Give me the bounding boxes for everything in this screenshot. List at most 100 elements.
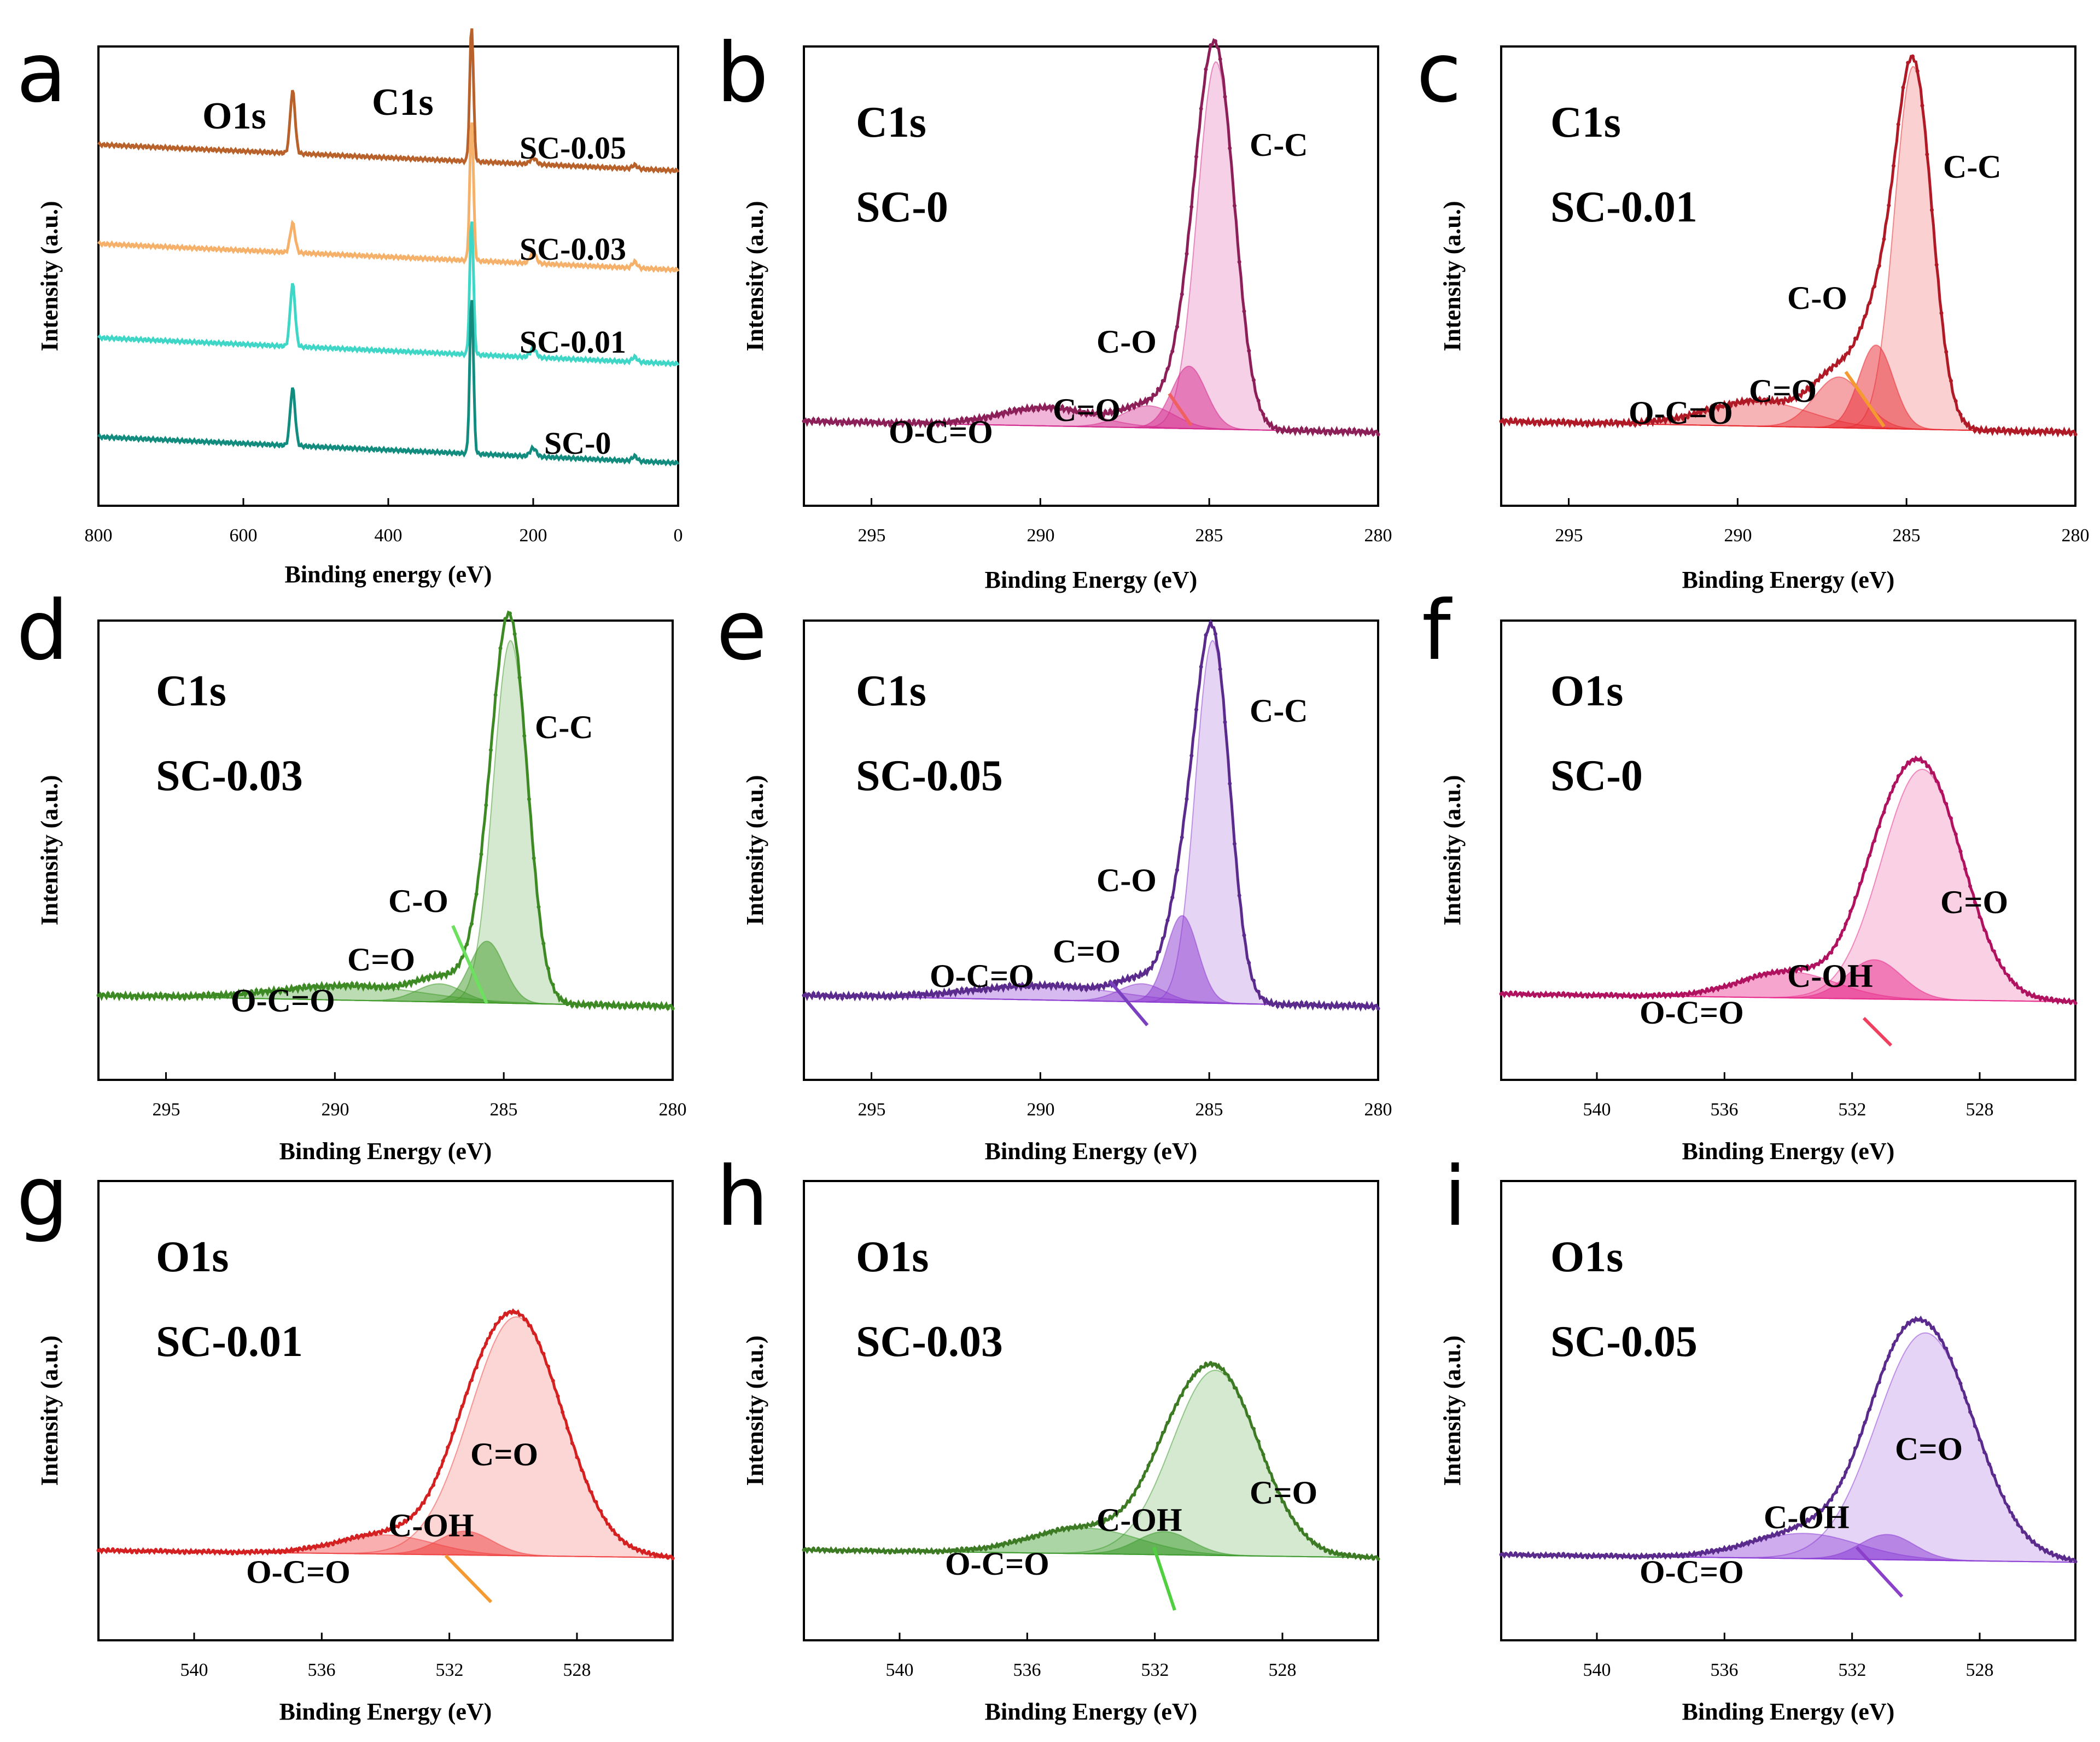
x-tick-label: 0 xyxy=(674,525,683,546)
data-point xyxy=(1127,1499,1131,1504)
data-point xyxy=(1094,412,1098,416)
data-point xyxy=(269,990,273,993)
data-point xyxy=(1753,396,1757,401)
data-point xyxy=(149,993,153,997)
data-point xyxy=(556,992,560,997)
data-point xyxy=(888,996,892,1000)
data-point xyxy=(1007,408,1012,412)
data-point xyxy=(897,1550,902,1553)
data-point xyxy=(1242,1404,1246,1408)
data-point xyxy=(407,980,412,984)
x-axis-title: Binding Energy (eV) xyxy=(1682,566,1895,593)
data-point xyxy=(1376,1007,1380,1010)
data-point xyxy=(211,991,215,996)
data-point xyxy=(1209,43,1213,47)
data-point xyxy=(1367,1005,1370,1009)
data-point xyxy=(135,1550,139,1554)
data-point xyxy=(955,1547,959,1551)
data-point xyxy=(1643,1554,1647,1559)
data-point xyxy=(2059,998,2063,1003)
x-axis-title: Binding energy (eV) xyxy=(285,561,492,588)
data-point xyxy=(211,1548,215,1553)
data-point xyxy=(1958,1381,1963,1386)
data-point xyxy=(998,1542,1002,1547)
data-point xyxy=(489,748,493,752)
x-axis-title: Binding Energy (eV) xyxy=(985,566,1198,593)
x-tick-label: 536 xyxy=(1711,1100,1739,1120)
data-point xyxy=(1127,978,1131,982)
peak-label: C=O xyxy=(1250,1475,1317,1511)
data-point xyxy=(1309,428,1313,432)
data-point xyxy=(1939,790,1944,793)
data-point xyxy=(312,1544,316,1548)
data-point xyxy=(1705,987,1709,991)
data-point xyxy=(1209,621,1213,624)
data-point xyxy=(517,1313,522,1317)
data-point xyxy=(1156,387,1160,391)
data-point xyxy=(1509,990,1513,995)
data-point xyxy=(273,1550,278,1554)
data-point xyxy=(225,995,230,998)
data-point xyxy=(1547,1553,1551,1558)
data-point xyxy=(2054,997,2058,1002)
x-tick-label: 536 xyxy=(1013,1660,1041,1680)
data-point xyxy=(1137,1484,1141,1488)
panel-label: a xyxy=(16,26,67,121)
data-point xyxy=(969,1546,973,1551)
data-point xyxy=(101,992,106,996)
data-point xyxy=(575,1455,579,1459)
data-point xyxy=(646,1550,651,1554)
data-point xyxy=(249,1549,254,1553)
data-point xyxy=(1714,404,1719,408)
data-point xyxy=(1556,418,1561,423)
c1s-label: C1s xyxy=(372,81,434,124)
data-point xyxy=(125,995,129,999)
data-point xyxy=(1528,1554,1532,1558)
data-point xyxy=(541,942,546,946)
data-point xyxy=(1633,995,1637,999)
data-point xyxy=(1304,1533,1309,1537)
data-point xyxy=(1719,1548,1723,1552)
data-point xyxy=(1657,1552,1661,1557)
data-point xyxy=(1099,411,1102,414)
data-point xyxy=(1786,1529,1790,1533)
data-point xyxy=(575,1004,579,1008)
data-point xyxy=(1132,405,1136,410)
data-point xyxy=(359,983,364,987)
data-point xyxy=(873,1548,878,1553)
data-point xyxy=(1671,417,1676,421)
data-point xyxy=(589,1490,593,1494)
data-point xyxy=(1901,85,1905,90)
data-point xyxy=(1858,881,1862,886)
data-point xyxy=(1786,399,1790,404)
data-point xyxy=(850,420,854,425)
plot-frame xyxy=(1500,45,2076,507)
data-point xyxy=(1911,757,1915,762)
x-ticks: 540 536 532 528 xyxy=(1583,1633,1994,1680)
data-point xyxy=(936,1551,940,1555)
data-point xyxy=(512,1310,517,1314)
data-point xyxy=(1509,417,1513,422)
data-point xyxy=(1643,994,1647,998)
data-point xyxy=(254,988,259,992)
data-point xyxy=(1963,421,1968,425)
data-point xyxy=(807,992,811,996)
data-point xyxy=(1141,972,1146,976)
data-point xyxy=(1080,412,1083,416)
data-point xyxy=(1189,204,1194,209)
data-point xyxy=(1710,405,1714,409)
data-point xyxy=(1103,409,1107,413)
data-point xyxy=(1189,753,1194,758)
data-point xyxy=(1753,1537,1757,1541)
data-point xyxy=(1657,417,1661,420)
data-point xyxy=(317,1544,320,1548)
data-point xyxy=(1652,417,1656,422)
data-point xyxy=(1065,406,1069,410)
sample-label: SC-0 xyxy=(856,183,948,231)
data-point xyxy=(1595,422,1599,426)
data-point xyxy=(1017,983,1022,987)
data-point xyxy=(1805,385,1810,389)
x-tick-label: 540 xyxy=(1583,1660,1611,1680)
data-point xyxy=(902,1548,907,1553)
data-point xyxy=(1252,378,1256,382)
